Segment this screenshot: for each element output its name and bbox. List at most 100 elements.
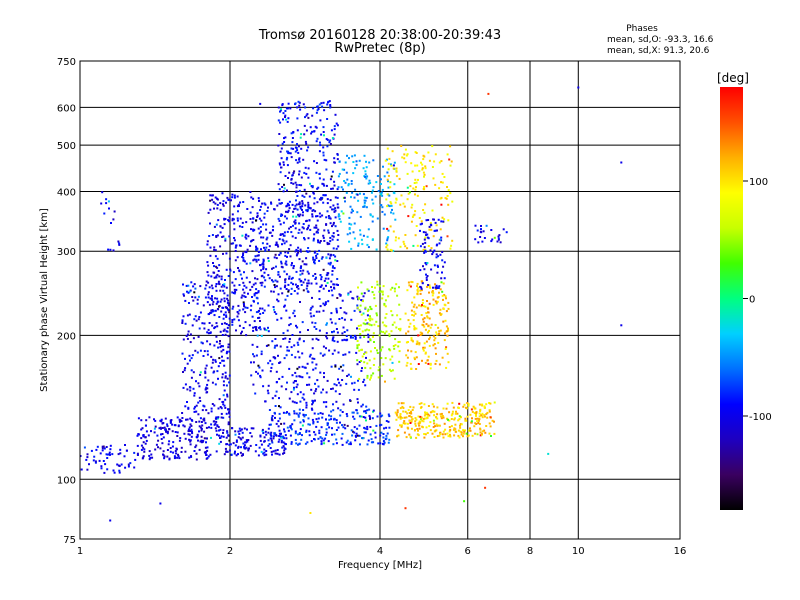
data-point	[356, 359, 359, 362]
data-point	[272, 435, 275, 438]
data-point	[270, 201, 272, 204]
data-point	[191, 432, 194, 435]
data-point	[187, 330, 190, 333]
data-point	[153, 431, 156, 434]
data-point	[416, 289, 419, 292]
data-point	[225, 252, 228, 255]
data-point	[290, 353, 293, 356]
data-point	[416, 194, 419, 197]
data-point	[313, 197, 316, 200]
data-point	[193, 450, 196, 452]
data-point	[432, 426, 435, 428]
data-point	[307, 204, 310, 206]
data-point	[228, 350, 231, 353]
data-point	[326, 241, 329, 244]
data-point	[279, 150, 282, 153]
data-point	[305, 263, 308, 266]
data-point	[213, 344, 216, 347]
data-point	[391, 361, 394, 364]
data-point	[314, 382, 316, 385]
data-point	[228, 415, 231, 418]
data-point	[302, 269, 305, 272]
data-point	[311, 305, 314, 308]
data-point	[215, 223, 218, 226]
data-point	[257, 258, 260, 261]
data-point	[274, 279, 277, 282]
data-point	[317, 186, 320, 189]
data-point	[436, 424, 439, 427]
data-point	[243, 271, 245, 274]
data-point	[388, 438, 391, 441]
data-point	[284, 278, 287, 281]
data-point	[211, 299, 214, 301]
data-point	[441, 356, 444, 359]
data-point	[354, 188, 357, 191]
data-point	[384, 305, 387, 308]
data-point	[343, 311, 346, 314]
data-point	[242, 201, 245, 203]
data-point	[356, 434, 359, 437]
data-point	[231, 219, 234, 222]
data-point	[377, 325, 380, 328]
data-point	[428, 414, 431, 417]
data-point	[377, 190, 380, 192]
data-point	[282, 332, 285, 335]
data-point	[307, 417, 310, 420]
data-point	[207, 293, 210, 296]
data-point	[323, 184, 326, 187]
data-point	[341, 411, 344, 413]
data-point	[344, 161, 347, 164]
data-point	[466, 435, 469, 438]
data-point	[189, 359, 191, 362]
data-point	[421, 163, 424, 166]
data-point	[288, 413, 291, 416]
data-point	[291, 400, 294, 403]
data-point	[422, 231, 425, 234]
data-point	[288, 349, 290, 352]
data-point	[347, 184, 350, 187]
data-point	[399, 407, 402, 410]
data-point	[160, 433, 162, 436]
data-point	[214, 297, 217, 300]
data-point	[299, 301, 301, 303]
data-point	[447, 203, 450, 206]
data-point	[213, 423, 216, 426]
data-point	[369, 339, 372, 342]
data-point	[425, 312, 428, 315]
data-point	[479, 410, 482, 412]
data-point	[300, 265, 303, 268]
data-point	[257, 251, 260, 253]
data-point	[399, 413, 402, 415]
data-point	[420, 314, 423, 316]
data-point	[436, 287, 439, 290]
data-point	[381, 293, 384, 296]
data-point	[454, 423, 457, 426]
data-point	[433, 339, 436, 342]
data-point	[360, 292, 363, 295]
data-point	[260, 450, 263, 453]
data-point	[233, 228, 236, 231]
data-point	[336, 203, 339, 206]
data-point	[331, 427, 333, 430]
data-point	[270, 434, 273, 437]
data-point	[317, 108, 320, 110]
data-point	[259, 320, 261, 322]
data-point	[293, 170, 296, 173]
data-point	[297, 443, 299, 446]
data-point	[216, 203, 219, 206]
data-point	[344, 200, 346, 203]
data-point	[326, 202, 329, 205]
data-point	[320, 133, 323, 136]
data-point	[292, 147, 295, 150]
data-point	[364, 410, 367, 413]
data-point	[294, 227, 297, 230]
data-point	[177, 453, 179, 456]
data-point	[321, 416, 324, 419]
data-point	[309, 126, 312, 129]
data-point	[345, 312, 348, 315]
data-point	[162, 436, 165, 439]
data-point	[231, 196, 234, 199]
data-point	[264, 203, 267, 206]
data-point	[318, 177, 321, 180]
data-point	[298, 203, 300, 206]
